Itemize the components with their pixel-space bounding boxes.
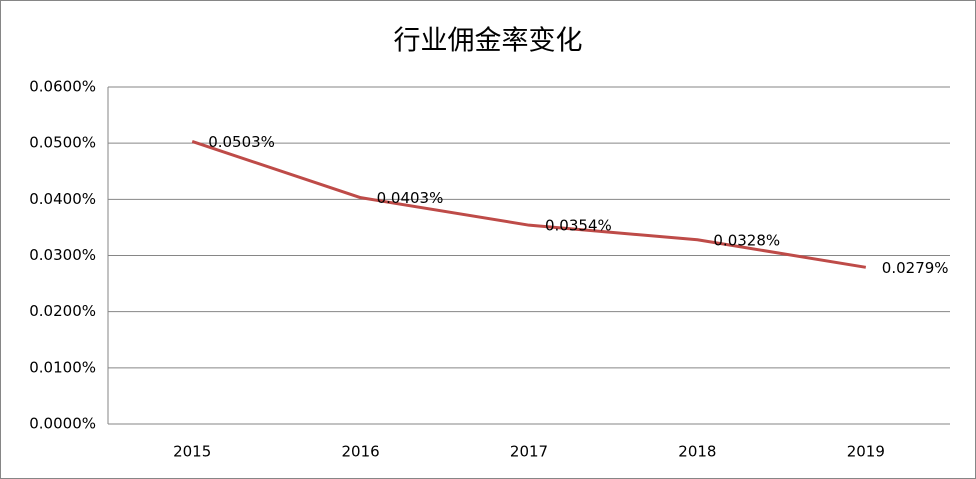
x-tick-label: 2015 [173, 443, 211, 461]
data-label: 0.0503% [208, 133, 275, 151]
x-tick-label: 2018 [678, 443, 716, 461]
data-line [191, 140, 867, 269]
x-tick-label: 2017 [510, 443, 548, 461]
y-tick-label: 0.0600% [29, 78, 96, 96]
data-label: 0.0279% [882, 259, 949, 277]
y-tick-label: 0.0000% [29, 415, 96, 433]
y-tick-label: 0.0100% [29, 358, 96, 376]
y-tick-label: 0.0200% [29, 302, 96, 320]
data-label: 0.0354% [545, 217, 612, 235]
y-tick-label: 0.0300% [29, 246, 96, 264]
chart-title: 行业佣金率变化 [394, 26, 583, 57]
x-tick-label: 2016 [342, 443, 380, 461]
data-label: 0.0403% [377, 189, 444, 207]
y-tick-label: 0.0400% [29, 190, 96, 208]
x-tick-label: 2019 [847, 443, 885, 461]
data-label: 0.0328% [713, 231, 780, 249]
y-tick-label: 0.0500% [29, 134, 96, 152]
